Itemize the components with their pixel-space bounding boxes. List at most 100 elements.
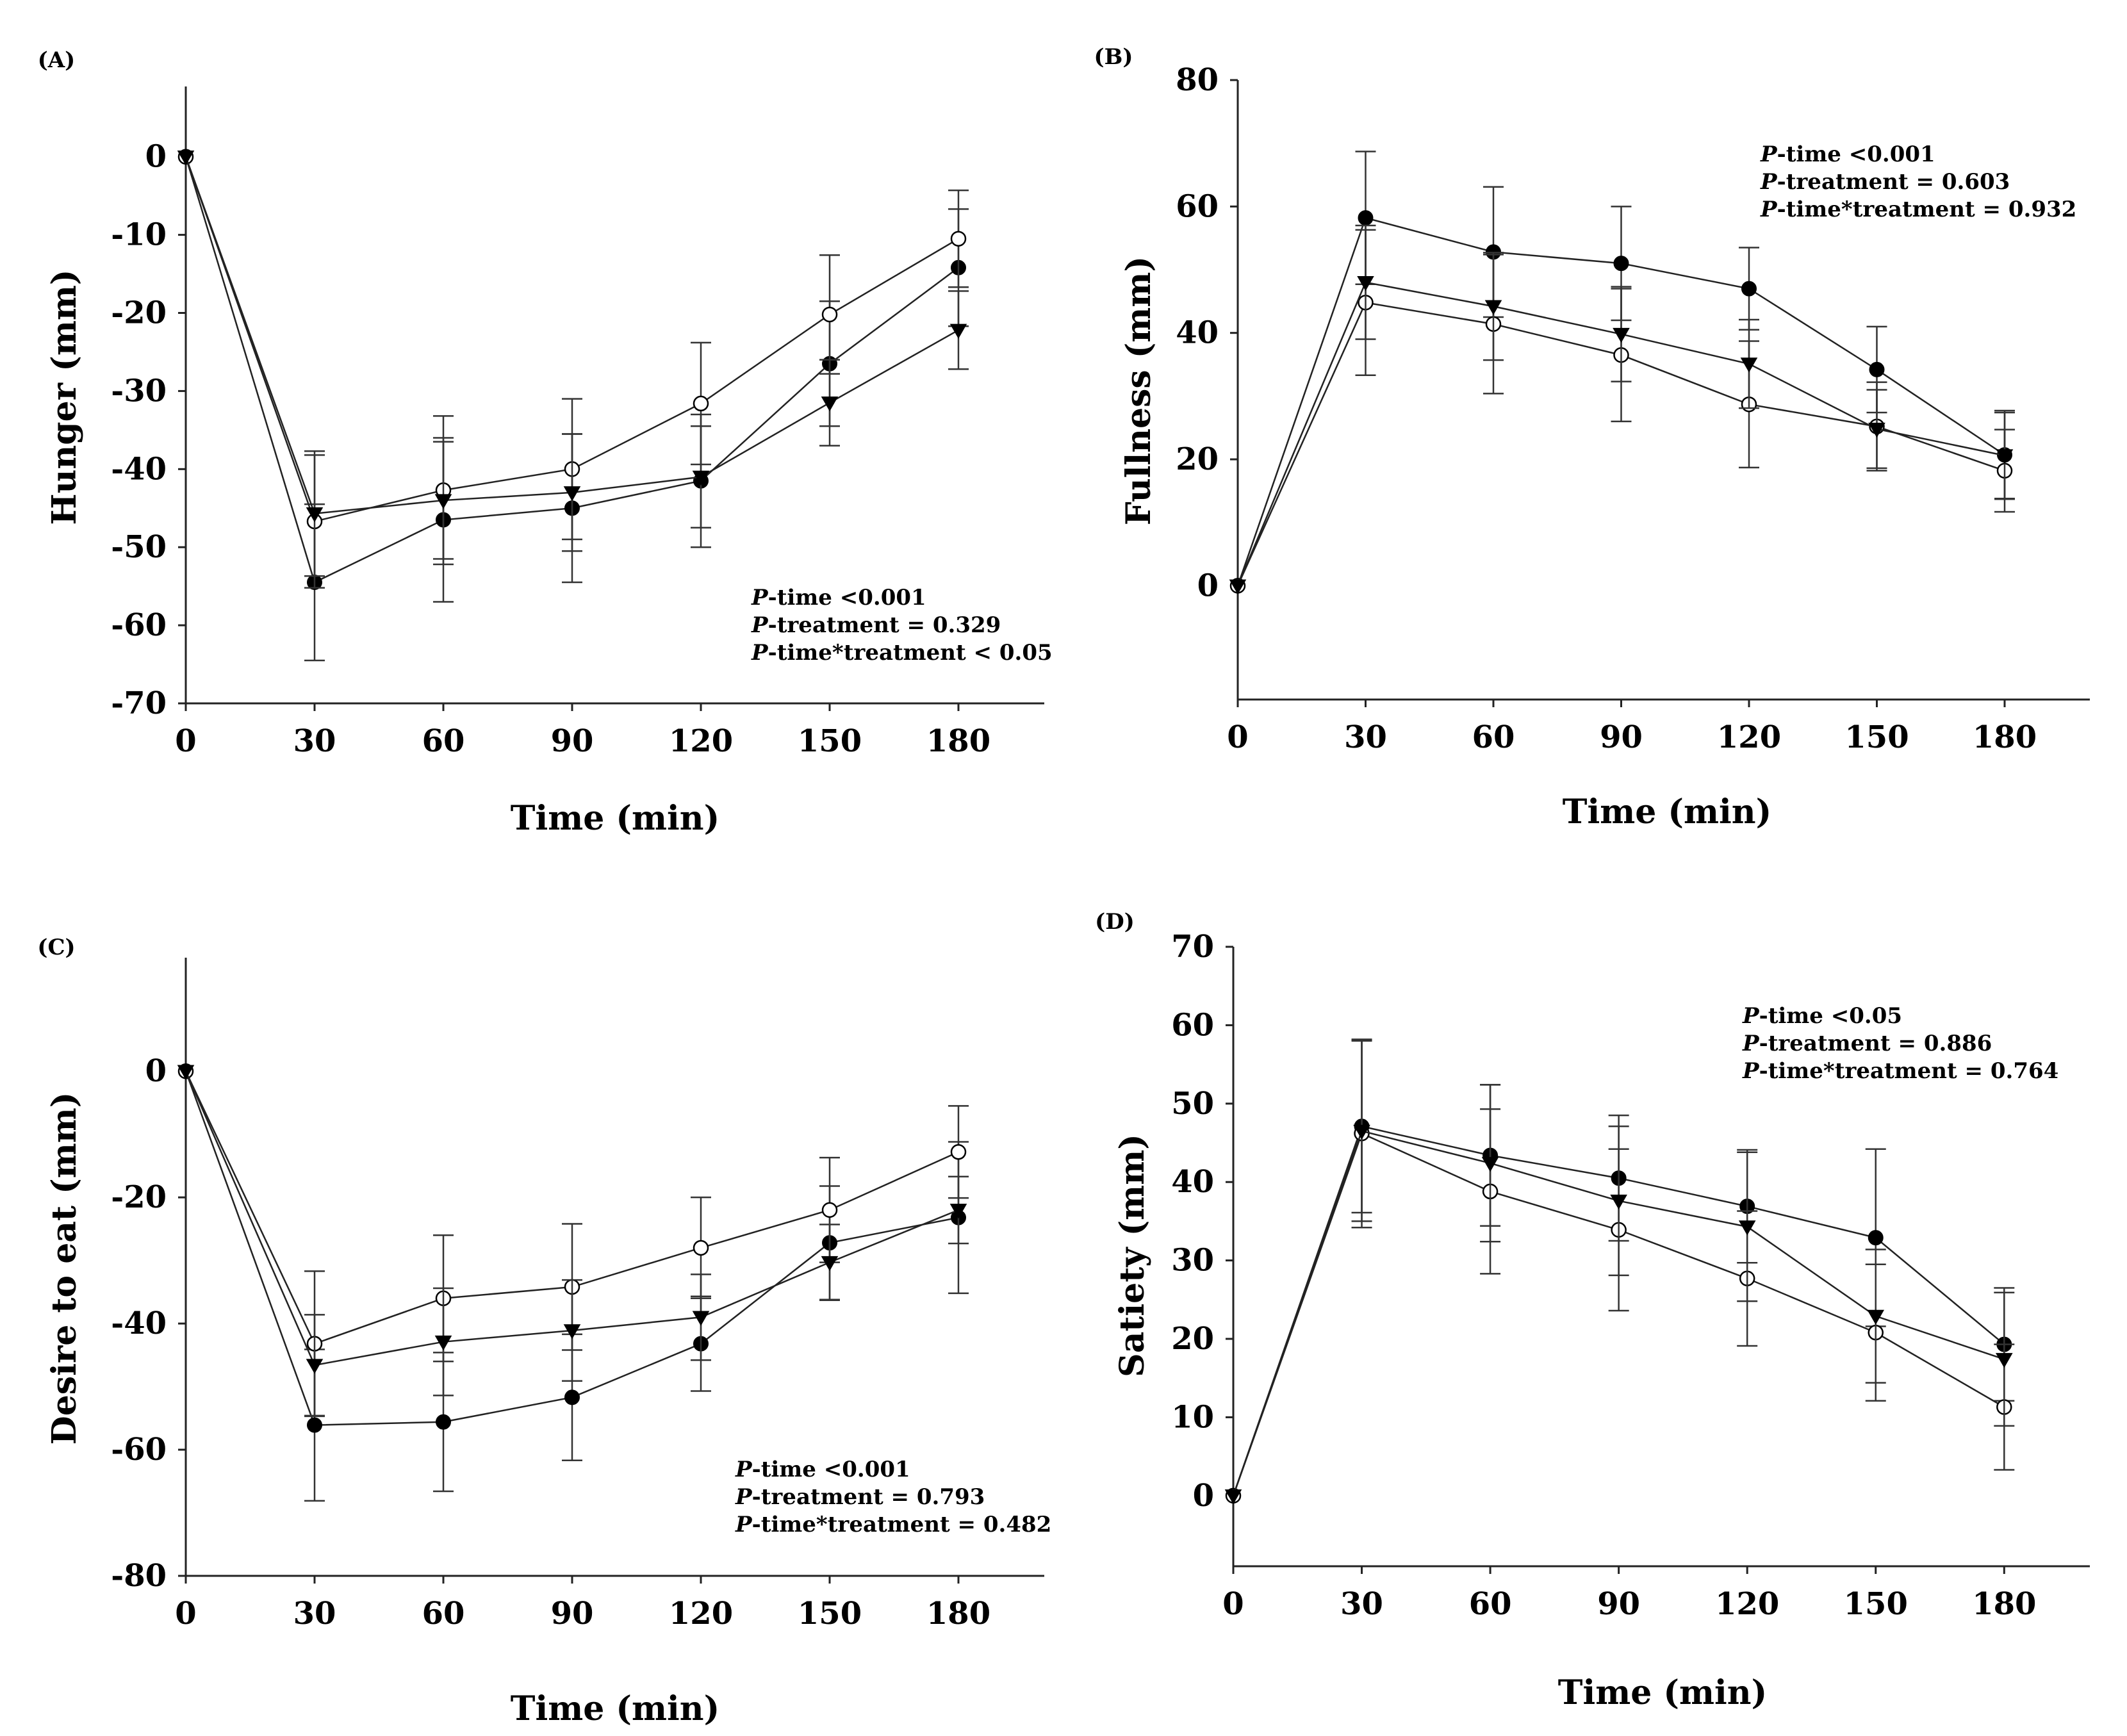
y-tick-label: -60: [111, 607, 167, 643]
data-point-open-circle: [821, 306, 838, 323]
stats-annotation-line: P-time*treatment < 0.05: [751, 640, 1053, 666]
y-tick-label: 40: [1171, 1164, 1214, 1200]
x-tick-label: 0: [1222, 1586, 1244, 1622]
x-tick-label: 0: [175, 1596, 196, 1632]
stats-annotation-line: P-time <0.05: [1742, 1003, 1902, 1029]
data-point-filled-circle: [1358, 210, 1374, 226]
y-tick-label: 0: [1197, 568, 1219, 603]
x-tick-label: 0: [1227, 719, 1248, 755]
y-tick-label: 10: [1171, 1399, 1214, 1435]
data-point-filled-triangle: [563, 1324, 581, 1339]
x-tick-label: 180: [1972, 1586, 2036, 1622]
y-tick-label: 70: [1171, 929, 1214, 965]
y-tick-label: 60: [1171, 1007, 1214, 1043]
stats-p-symbol: P: [1760, 142, 1778, 167]
series-filled-triangle: [177, 150, 969, 577]
stats-text: -treatment = 0.793: [752, 1484, 985, 1510]
data-point-open-circle: [821, 1202, 838, 1218]
data-point-filled-circle: [1868, 1230, 1884, 1246]
data-point-open-circle: [950, 1144, 967, 1160]
data-point-filled-triangle: [1868, 422, 1885, 438]
stats-annotation-line: P-time*treatment = 0.932: [1760, 197, 2076, 222]
y-tick-label: 80: [1176, 62, 1219, 98]
y-tick-label: -60: [111, 1432, 167, 1468]
x-tick-label: 60: [1472, 719, 1515, 755]
series-open-circle: [177, 149, 969, 589]
x-tick-label: 150: [1844, 719, 1909, 755]
data-point-filled-circle: [1869, 361, 1885, 377]
y-tick-label: 0: [145, 139, 167, 175]
stats-text: -treatment = 0.603: [1777, 169, 2010, 195]
y-tick-label: 30: [1171, 1243, 1214, 1279]
stats-annotation-line: P-time*treatment = 0.482: [735, 1512, 1051, 1537]
y-tick-label: -30: [111, 373, 167, 409]
x-tick-label: 30: [293, 1596, 336, 1632]
stats-p-symbol: P: [751, 640, 769, 666]
y-tick-label: -20: [111, 295, 167, 331]
stats-text: -time*treatment = 0.932: [1777, 197, 2077, 222]
x-tick-label: 60: [422, 1596, 465, 1632]
x-tick-label: 120: [669, 1596, 733, 1632]
stats-text: -time*treatment = 0.764: [1759, 1058, 2059, 1084]
y-tick-label: -70: [111, 685, 167, 721]
data-point-filled-triangle: [1867, 1309, 1885, 1325]
stats-p-symbol: P: [1742, 1058, 1760, 1084]
x-tick-label: 30: [1340, 1586, 1383, 1622]
data-point-filled-circle: [436, 1414, 451, 1430]
data-point-open-circle: [693, 1240, 709, 1256]
series-filled-triangle: [1224, 1040, 2015, 1505]
x-axis-title: Time (min): [1563, 792, 1771, 831]
x-tick-label: 90: [551, 723, 594, 759]
y-axis-title: Desire to eat (mm): [45, 1092, 84, 1445]
series-open-circle: [1229, 229, 2015, 594]
data-point-filled-triangle: [1613, 327, 1630, 343]
panel-label: (A): [38, 47, 76, 73]
data-point-filled-triangle: [306, 507, 324, 523]
y-axis-title: Fullness (mm): [1119, 256, 1158, 525]
stats-text: -treatment = 0.329: [768, 612, 1001, 638]
data-point-open-circle: [950, 231, 967, 247]
x-axis-title: Time (min): [1558, 1673, 1767, 1712]
stats-p-symbol: P: [1742, 1003, 1760, 1029]
stats-p-symbol: P: [751, 612, 769, 638]
y-tick-label: -10: [111, 217, 167, 253]
data-point-filled-triangle: [1738, 1220, 1756, 1236]
panel-label: (C): [37, 935, 75, 960]
series-open-circle: [1225, 1038, 2015, 1504]
x-tick-label: 180: [1973, 719, 2037, 755]
stats-text: -time <0.05: [1759, 1003, 1902, 1029]
x-tick-label: 60: [1469, 1586, 1512, 1622]
data-point-filled-triangle: [177, 150, 195, 166]
data-point-filled-triangle: [1484, 300, 1502, 315]
data-point-filled-triangle: [821, 396, 839, 412]
stats-p-symbol: P: [1760, 197, 1778, 222]
y-tick-label: -20: [111, 1179, 167, 1215]
stats-p-symbol: P: [1760, 169, 1778, 195]
chart-panel-a: (A) 0 30 60 90 120 150 180 0 -10 -20 -30 -40 -50 -60 -7…: [38, 47, 1053, 838]
stats-p-symbol: P: [1742, 1031, 1760, 1056]
data-point-filled-circle: [307, 1417, 322, 1433]
stats-p-symbol: P: [735, 1457, 753, 1482]
data-point-filled-triangle: [1481, 1157, 1499, 1172]
y-tick-label: 50: [1171, 1086, 1214, 1122]
data-point-filled-circle: [564, 1389, 580, 1405]
data-point-filled-triangle: [434, 1335, 452, 1351]
data-point-filled-triangle: [949, 323, 967, 339]
data-point-filled-triangle: [821, 1256, 839, 1272]
y-tick-label: 0: [145, 1053, 167, 1089]
y-tick-label: 40: [1176, 315, 1219, 351]
data-point-filled-triangle: [177, 1065, 195, 1080]
panel-label: (B): [1094, 44, 1133, 70]
series-open-circle: [177, 1063, 969, 1418]
y-tick-label: -50: [111, 529, 167, 565]
panel-label: (D): [1095, 909, 1135, 935]
x-axis-title: Time (min): [511, 1689, 719, 1728]
x-tick-label: 30: [1344, 719, 1387, 755]
data-point-filled-triangle: [1229, 579, 1247, 594]
data-point-filled-circle: [1741, 281, 1757, 297]
y-axis-title: Satiety (mm): [1113, 1134, 1152, 1377]
stats-p-symbol: P: [735, 1484, 753, 1510]
data-point-filled-triangle: [1610, 1194, 1627, 1210]
stats-annotation-line: P-treatment = 0.886: [1742, 1031, 1992, 1056]
x-tick-label: 90: [1600, 719, 1643, 755]
